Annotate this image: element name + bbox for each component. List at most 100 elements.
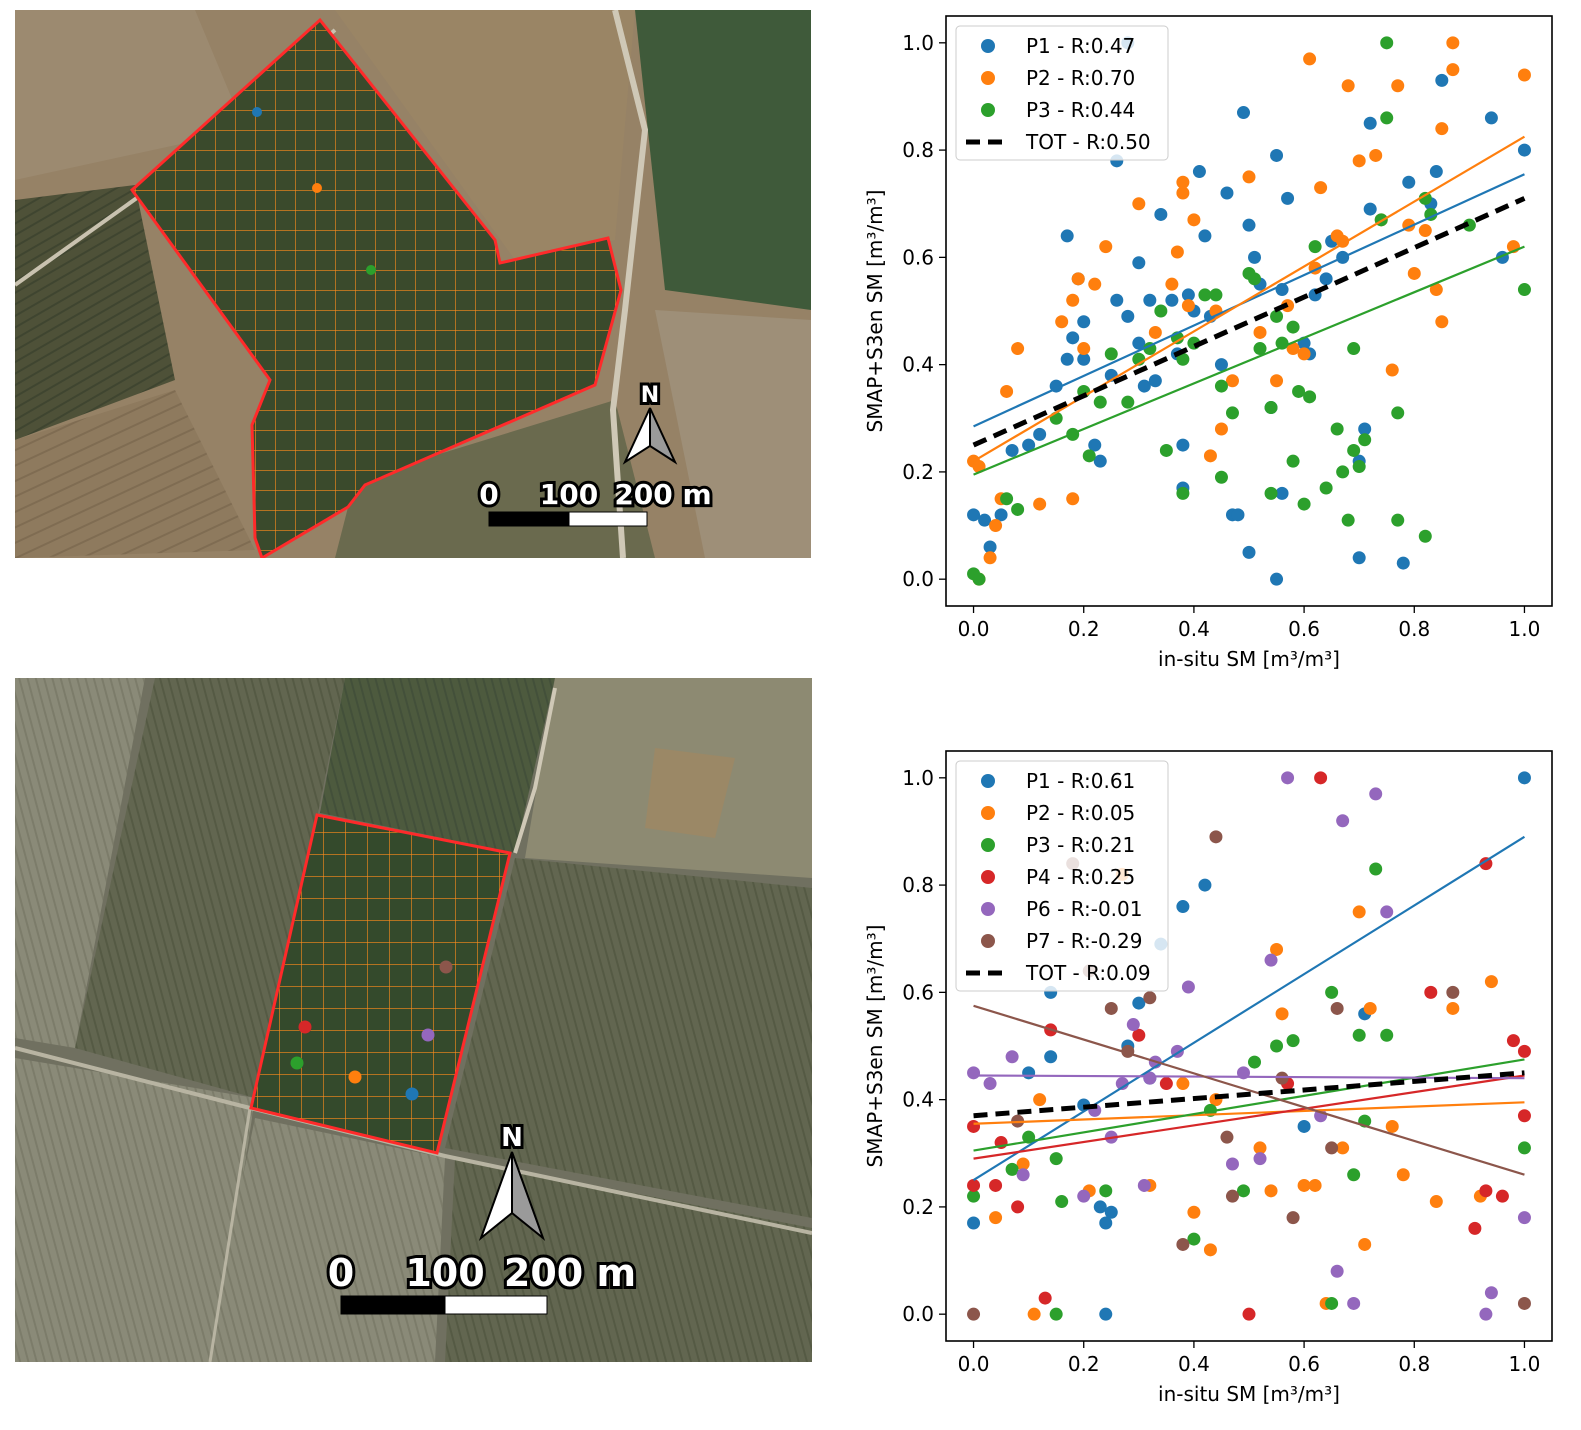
data-point-p1	[1077, 352, 1091, 366]
field-area	[655, 310, 811, 558]
data-point-p1	[1044, 1050, 1058, 1064]
data-point-p7	[1330, 1001, 1344, 1015]
legend-marker	[981, 902, 995, 916]
data-point-p2	[1088, 277, 1102, 291]
data-point-p2	[1253, 1141, 1267, 1155]
data-point-p2	[1203, 449, 1217, 463]
data-point-p2	[989, 519, 1003, 533]
data-point-p2	[1242, 170, 1256, 184]
x-tick-label: 0.0	[958, 1352, 990, 1376]
data-point-p3	[1099, 1184, 1113, 1198]
data-point-p3	[1055, 1195, 1069, 1209]
data-point-p4	[1506, 1034, 1520, 1048]
map-2-svg: N 0 100 200 m	[15, 678, 812, 1362]
field-area	[335, 10, 635, 260]
data-point-p2	[1214, 422, 1228, 436]
scale-label-200: 200 m	[504, 1251, 636, 1295]
legend-label: P7 - R:-0.29	[1026, 929, 1142, 953]
data-point-p1	[1429, 165, 1443, 179]
probe-markers	[252, 107, 376, 275]
data-point-p6	[967, 1066, 981, 1080]
scale-label-0: 0	[328, 1251, 354, 1295]
y-tick-label: 0.6	[902, 980, 934, 1004]
data-point-p3	[1049, 1152, 1063, 1166]
data-point-p3	[1286, 454, 1300, 468]
data-point-p7	[1209, 830, 1223, 844]
data-point-p3	[1093, 395, 1107, 409]
north-label: N	[641, 383, 659, 408]
satellite-map-1: N 0 100 200 m	[15, 10, 811, 558]
data-point-p3	[1418, 191, 1432, 205]
probe-marker-p1	[252, 107, 262, 117]
data-point-p2	[1336, 1141, 1350, 1155]
data-point-p2	[1341, 79, 1355, 93]
data-point-p2	[1396, 1168, 1410, 1182]
legend-label: P2 - R:0.05	[1026, 801, 1135, 825]
data-point-p3	[1292, 384, 1306, 398]
fit-line-p6	[973, 1074, 1525, 1080]
data-point-p7	[1143, 991, 1157, 1005]
field-area	[15, 1058, 255, 1362]
data-point-p1	[1148, 374, 1162, 388]
data-point-p7	[1275, 1071, 1289, 1085]
x-tick-label: 0.6	[1288, 617, 1320, 641]
x-axis-label: in-situ SM [m³/m³]	[1158, 1382, 1340, 1406]
data-point-p1	[1176, 438, 1190, 452]
data-point-p1	[1110, 293, 1124, 307]
data-point-p1	[1077, 315, 1091, 329]
probe-marker-p3	[290, 1056, 304, 1070]
data-point-p2	[1517, 68, 1531, 82]
fit-line-p3	[973, 1058, 1525, 1152]
data-point-p3	[1049, 1307, 1063, 1321]
data-point-p1	[1242, 545, 1256, 559]
data-point-p3	[1380, 36, 1394, 50]
data-point-p3	[1000, 492, 1014, 506]
data-point-p3	[1391, 513, 1405, 527]
data-point-p6	[1005, 1050, 1019, 1064]
data-point-p1	[1176, 900, 1190, 914]
data-point-p4	[1479, 857, 1493, 871]
legend-label: P2 - R:0.70	[1026, 66, 1135, 90]
data-point-p7	[1325, 1141, 1339, 1155]
data-point-p3	[1380, 1028, 1394, 1042]
y-tick-label: 0.6	[902, 245, 934, 269]
data-point-p2	[1132, 197, 1146, 211]
data-point-p3	[1358, 433, 1372, 447]
data-point-p4	[1424, 985, 1438, 999]
data-point-p7	[1176, 1237, 1190, 1251]
data-point-p1	[1517, 143, 1531, 157]
data-point-p3	[1198, 288, 1212, 302]
fit-line-p1	[972, 835, 1526, 1182]
data-point-p3	[1154, 304, 1168, 318]
data-point-p2	[1286, 342, 1300, 356]
data-point-p2	[1446, 36, 1460, 50]
data-point-p1	[1099, 1216, 1113, 1230]
scatter-plot-2: 0.0 0.2 0.4 0.6 0.8 1.0 0.0 0.2 0.4 0.6 0.8 1.0 in-s…	[860, 735, 1565, 1415]
data-point-p2	[1314, 181, 1328, 195]
fit-line-p3	[973, 245, 1525, 476]
legend-marker	[981, 838, 995, 852]
data-point-p2	[1148, 325, 1162, 339]
data-point-p2	[1170, 245, 1184, 259]
data-point-p7	[1446, 985, 1460, 999]
data-point-p1	[1275, 486, 1289, 500]
legend-label: P6 - R:-0.01	[1026, 897, 1142, 921]
data-point-p1	[1358, 422, 1372, 436]
data-point-p3	[1209, 288, 1223, 302]
data-point-p3	[1176, 352, 1190, 366]
north-arrow-right	[649, 407, 678, 465]
scale-label-0: 0	[479, 478, 498, 511]
legend-marker	[981, 71, 995, 85]
data-point-p1	[967, 508, 981, 522]
data-point-p2	[1391, 79, 1405, 93]
data-point-p3	[1270, 1039, 1284, 1053]
data-point-p1	[1165, 293, 1179, 307]
data-point-p2	[1418, 224, 1432, 238]
data-point-p3	[1159, 443, 1173, 457]
x-tick-label: 0.2	[1068, 1352, 1100, 1376]
data-point-p3	[1517, 1141, 1531, 1155]
data-point-p2	[1203, 1243, 1217, 1257]
legend-marker	[981, 39, 995, 53]
data-point-p2	[989, 1211, 1003, 1225]
data-point-p2	[1275, 1007, 1289, 1021]
